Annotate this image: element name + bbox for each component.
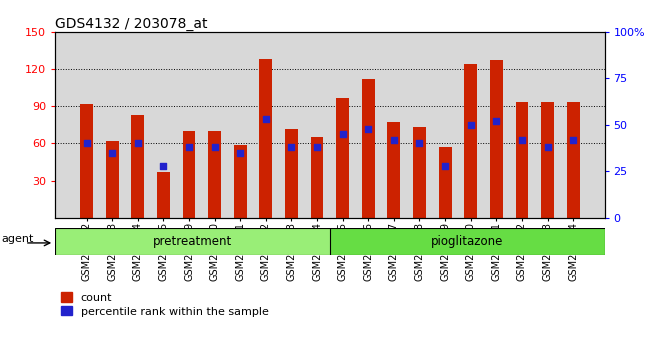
Bar	[234, 144, 246, 218]
Point	[414, 141, 424, 146]
Bar	[387, 122, 400, 218]
Bar	[490, 60, 502, 218]
Point	[389, 137, 399, 143]
Point	[184, 144, 194, 150]
Point	[158, 163, 168, 169]
Bar	[131, 115, 144, 218]
Point	[517, 137, 527, 143]
Bar	[439, 147, 452, 218]
Point	[542, 144, 552, 150]
Point	[81, 141, 92, 146]
Point	[286, 144, 296, 150]
Bar	[336, 97, 349, 218]
Text: pioglitazone: pioglitazone	[431, 235, 503, 248]
Text: GDS4132 / 203078_at: GDS4132 / 203078_at	[55, 17, 208, 31]
Point	[337, 131, 348, 137]
Bar	[330, 228, 604, 255]
Bar	[80, 104, 93, 218]
Point	[235, 150, 246, 155]
Text: pretreatment: pretreatment	[153, 235, 232, 248]
Bar	[55, 228, 330, 255]
Bar	[311, 137, 324, 218]
Bar	[208, 131, 221, 218]
Point	[568, 137, 578, 143]
Bar	[413, 127, 426, 218]
Bar	[183, 131, 196, 218]
Bar	[259, 59, 272, 218]
Legend: count, percentile rank within the sample: count, percentile rank within the sample	[61, 292, 268, 316]
Point	[261, 116, 271, 122]
Point	[312, 144, 322, 150]
Bar	[567, 103, 580, 218]
Text: agent: agent	[1, 234, 34, 244]
Bar	[541, 103, 554, 218]
Bar	[157, 172, 170, 218]
Point	[363, 126, 374, 131]
Point	[209, 144, 220, 150]
Bar	[106, 141, 118, 218]
Point	[107, 150, 118, 155]
Bar	[362, 79, 374, 218]
Bar	[515, 103, 528, 218]
Bar	[285, 129, 298, 218]
Point	[440, 163, 450, 169]
Bar	[464, 64, 477, 218]
Point	[465, 122, 476, 128]
Point	[491, 118, 502, 124]
Point	[133, 141, 143, 146]
